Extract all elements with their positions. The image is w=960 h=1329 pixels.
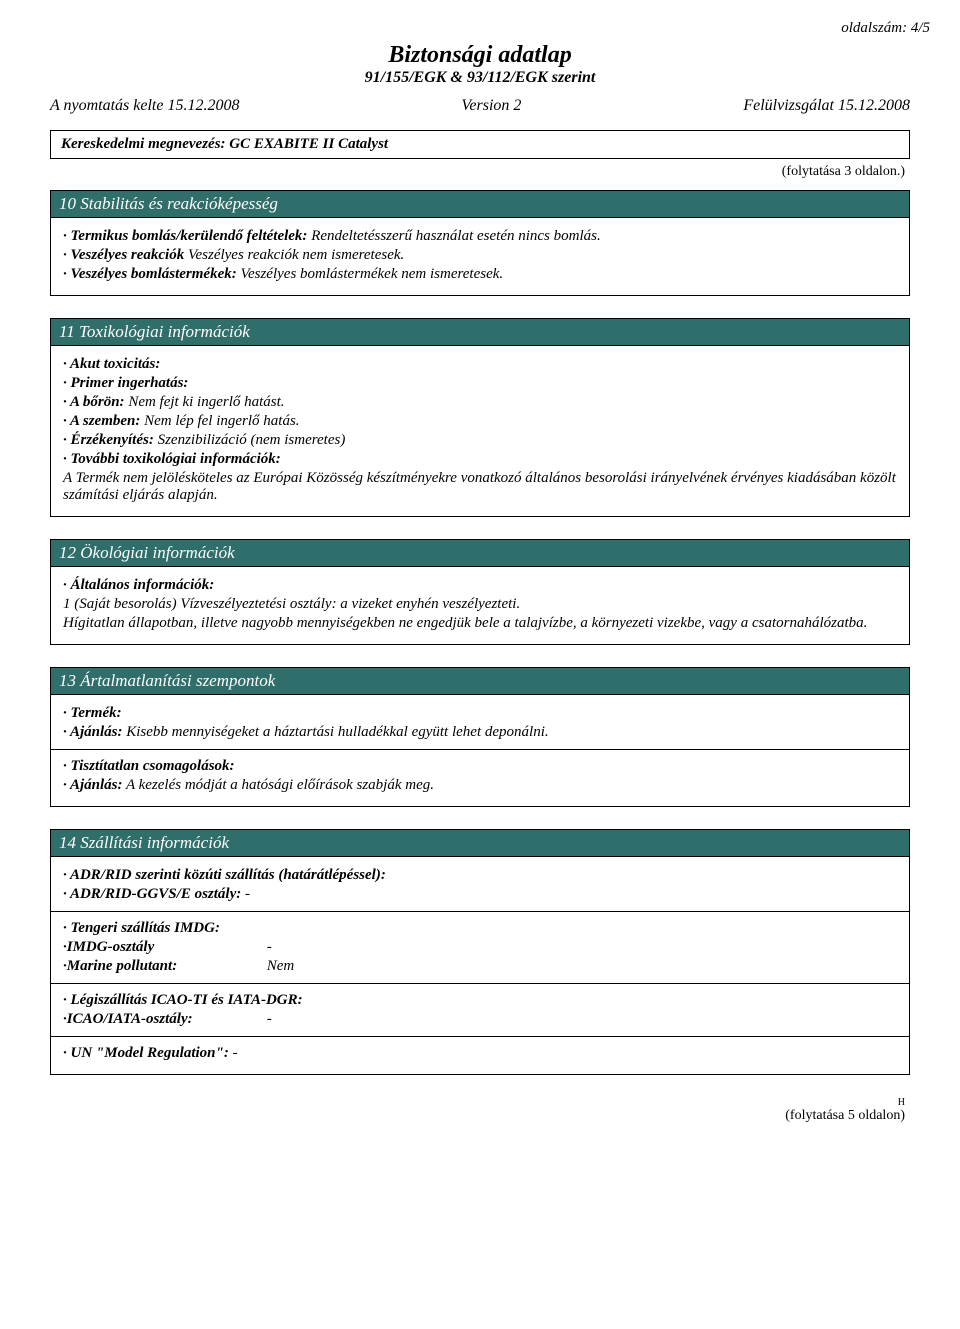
divider (51, 983, 909, 984)
document-title: Biztonsági adatlap (30, 42, 930, 69)
s10-thermal-label: Termikus bomlás/kerülendő feltételek: (71, 228, 308, 244)
s14-imdg-label: Tengeri szállítás IMDG: (71, 920, 220, 936)
s14-imdg-class-value: - (267, 939, 272, 956)
s11-acute: Akut toxicitás: (70, 356, 160, 372)
print-date: A nyomtatás kelte 15.12.2008 (50, 97, 239, 115)
s11-skin-value: Nem fejt ki ingerlő hatást. (128, 394, 284, 410)
page-number: oldalszám: 4/5 (30, 20, 930, 37)
section-10: 10 Stabilitás és reakcióképesség Termiku… (50, 190, 910, 296)
version: Version 2 (461, 97, 521, 115)
s14-adr-class-value: - (245, 886, 250, 902)
s11-further-value: A Termék nem jelölésköteles az Európai K… (63, 470, 896, 503)
s13-unclean-label: Tisztítatlan csomagolások: (71, 758, 235, 774)
s14-marine-label: Marine pollutant: (67, 958, 267, 975)
section-12-header: 12 Ökológiai információk (51, 540, 909, 567)
s11-sens-value: Szenzibilizáció (nem ismeretes) (158, 432, 346, 448)
revision-date: Felülvizsgálat 15.12.2008 (743, 97, 910, 115)
s14-icao-label: Légiszállítás ICAO-TI és IATA-DGR: (71, 992, 303, 1008)
divider (51, 749, 909, 750)
s12-general-v2: Hígitatlan állapotban, illetve nagyobb m… (63, 615, 867, 631)
s13-rec1-label: Ajánlás: (70, 724, 123, 740)
document-subtitle: 91/155/EGK & 93/112/EGK szerint (30, 69, 930, 87)
s12-general-label: Általános információk: (71, 577, 215, 593)
section-12: 12 Ökológiai információk Általános infor… (50, 539, 910, 645)
section-11: 11 Toxikológiai információk Akut toxicit… (50, 318, 910, 517)
s14-imdg-class-label: IMDG-osztály (67, 939, 267, 956)
meta-row: A nyomtatás kelte 15.12.2008 Version 2 F… (50, 97, 910, 115)
s12-general-v1: 1 (Saját besorolás) Vízveszélyeztetési o… (63, 596, 520, 612)
continued-next: (folytatása 5 oldalon) (30, 1108, 905, 1124)
s13-rec2-value: A kezelés módját a hatósági előírások sz… (126, 777, 434, 793)
s14-adr-label: ADR/RID szerinti közúti szállítás (határ… (70, 867, 386, 883)
divider (51, 911, 909, 912)
section-13-header: 13 Ártalmatlanítási szempontok (51, 668, 909, 695)
section-14-header: 14 Szállítási információk (51, 830, 909, 857)
s11-skin-label: A bőrön: (70, 394, 125, 410)
s14-marine-value: Nem (267, 958, 295, 975)
continued-from: (folytatása 3 oldalon.) (30, 164, 905, 180)
s10-reactions-value: Veszélyes reakciók nem ismeretesek. (188, 247, 404, 263)
trade-name-label: Kereskedelmi megnevezés: (61, 136, 226, 152)
section-13: 13 Ártalmatlanítási szempontok Termék: A… (50, 667, 910, 807)
s14-icao-class-value: - (267, 1011, 272, 1028)
s14-adr-class-label: ADR/RID-GGVS/E osztály: (70, 886, 241, 902)
s10-reactions-label: Veszélyes reakciók (71, 247, 185, 263)
divider (51, 1036, 909, 1037)
s11-sens-label: Érzékenyítés: (71, 432, 154, 448)
s11-further-label: További toxikológiai információk: (71, 451, 281, 467)
s14-icao-class-label: ICAO/IATA-osztály: (67, 1011, 267, 1028)
trade-name-box: Kereskedelmi megnevezés: GC EXABITE II C… (50, 130, 910, 159)
s11-eyes-label: A szemben: (70, 413, 140, 429)
section-14: 14 Szállítási információk ADR/RID szerin… (50, 829, 910, 1075)
s10-decomp-label: Veszélyes bomlástermékek: (71, 266, 237, 282)
trade-name-value: GC EXABITE II Catalyst (229, 136, 388, 152)
s13-product-label: Termék: (71, 705, 122, 721)
footer-h: H (30, 1097, 905, 1108)
s10-decomp-value: Veszélyes bomlástermékek nem ismeretesek… (240, 266, 503, 282)
s11-primary: Primer ingerhatás: (71, 375, 189, 391)
s10-thermal-value: Rendeltetésszerű használat esetén nincs … (311, 228, 601, 244)
section-11-header: 11 Toxikológiai információk (51, 319, 909, 346)
section-10-header: 10 Stabilitás és reakcióképesség (51, 191, 909, 218)
s13-rec1-value: Kisebb mennyiségeket a háztartási hullad… (126, 724, 548, 740)
s14-un-value: - (233, 1045, 238, 1061)
s14-un-label: UN "Model Regulation": (71, 1045, 229, 1061)
s13-rec2-label: Ajánlás: (70, 777, 123, 793)
s11-eyes-value: Nem lép fel ingerlő hatás. (144, 413, 299, 429)
